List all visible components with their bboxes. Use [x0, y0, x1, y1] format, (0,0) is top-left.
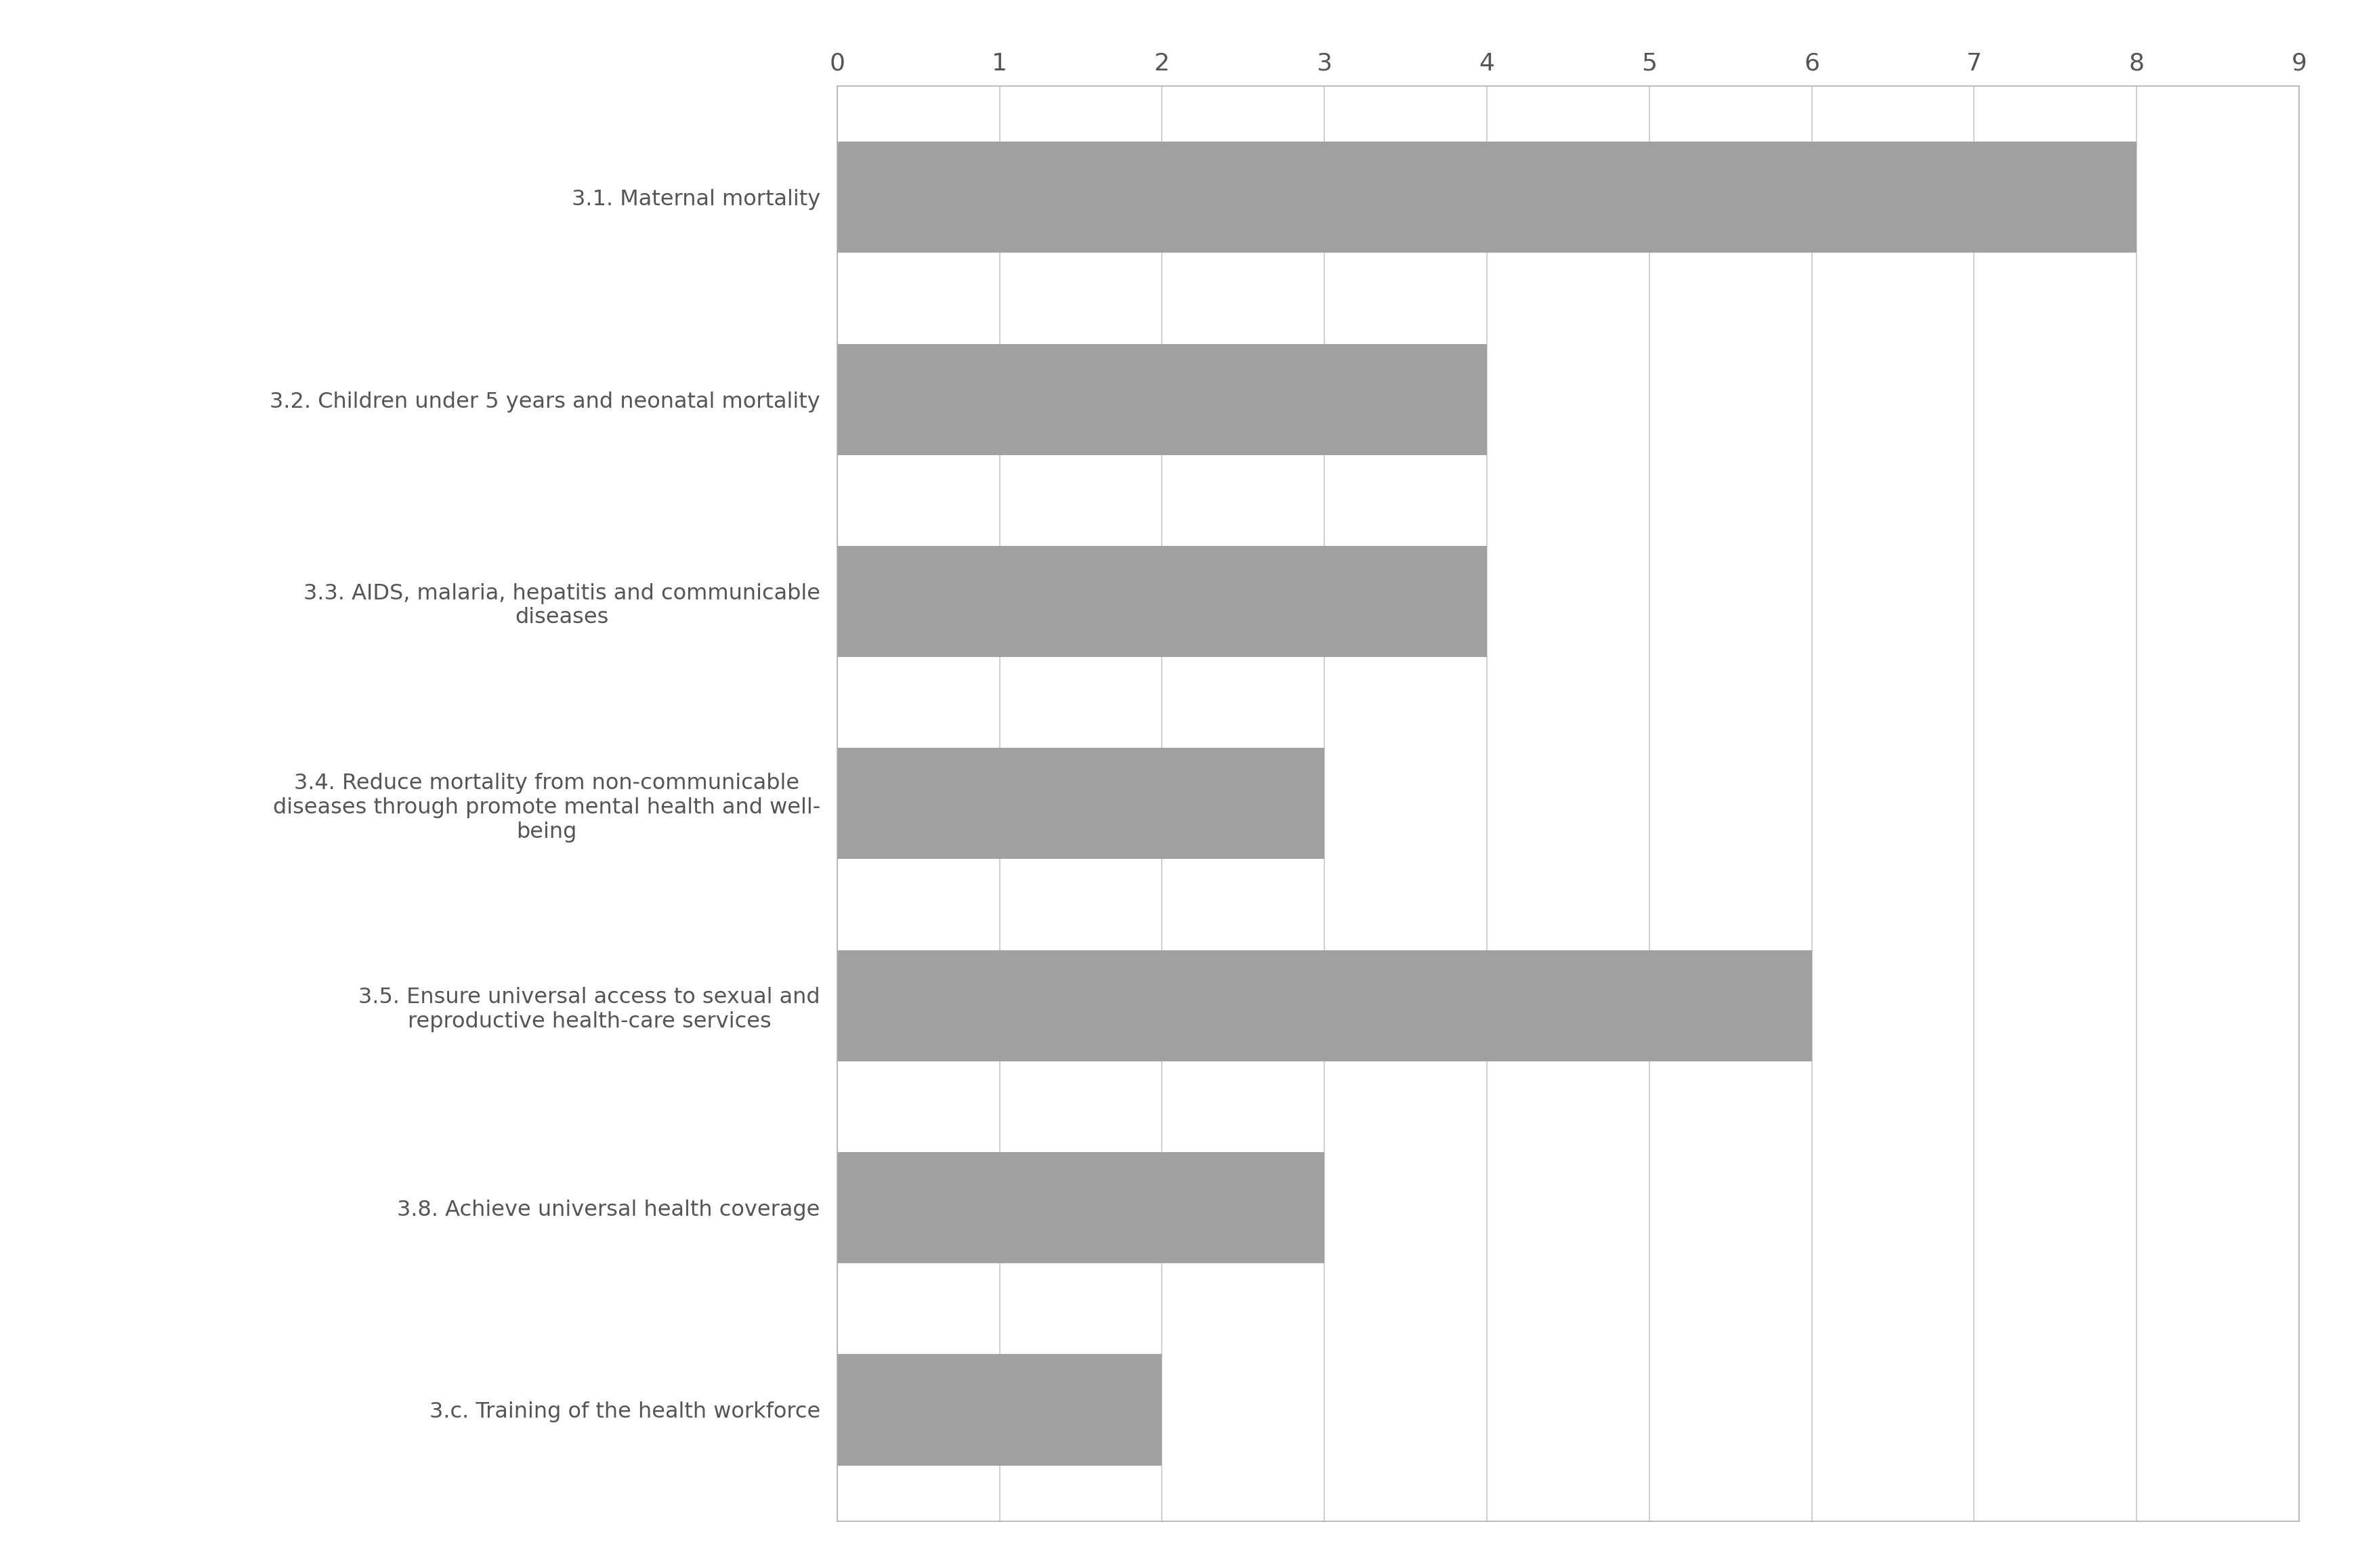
- Bar: [837, 546, 1488, 657]
- Bar: [837, 748, 1325, 859]
- Bar: [837, 141, 2136, 252]
- Bar: [837, 950, 1811, 1062]
- Bar: [837, 1355, 1162, 1466]
- Bar: [837, 1152, 1325, 1264]
- Bar: [837, 343, 1488, 455]
